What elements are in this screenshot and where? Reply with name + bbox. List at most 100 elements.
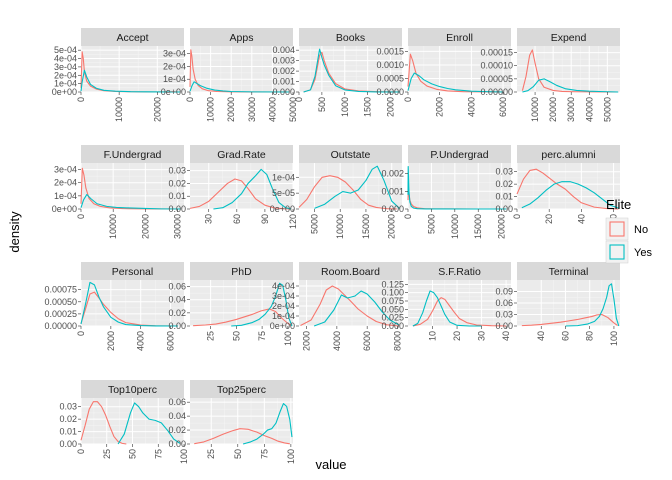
density-line-no <box>521 49 619 93</box>
x-tick-label: 100 <box>179 449 189 464</box>
y-tick-label: 0.004 <box>272 45 295 55</box>
x-tick-label: 0 <box>403 214 413 219</box>
y-tick-label: 0.02 <box>168 178 186 188</box>
y-tick-label: 0.002 <box>272 66 295 76</box>
x-tick-label: 100 <box>283 331 293 346</box>
y-tick-label: 0.01 <box>495 192 513 202</box>
legend-key <box>605 240 629 264</box>
y-tick-label: 0.00 <box>168 439 186 449</box>
facet-title: Books <box>336 32 365 44</box>
density-line-no <box>521 313 618 327</box>
y-tick-label: 2e-04 <box>54 178 77 188</box>
panel-background <box>299 280 402 326</box>
panel-phd: PhD 0.00 0.02 0.04 0.06 25 50 75 100 <box>168 262 293 346</box>
x-tick-label: 10000 <box>530 97 540 122</box>
x-tick-label: 2000 <box>386 97 396 117</box>
x-tick-label: 5000 <box>426 214 436 234</box>
legend-title: Elite <box>606 197 631 212</box>
y-tick-label: 4e-04 <box>54 54 77 64</box>
facet-title: PhD <box>231 266 252 278</box>
x-tick-label: 500 <box>317 97 327 112</box>
y-tick-label: 0.03 <box>495 310 513 320</box>
y-tick-label: 1e-04 <box>54 79 77 89</box>
facet-strip <box>190 262 293 280</box>
y-tick-label: 0.00015 <box>480 48 513 58</box>
legend-label: No <box>634 224 648 236</box>
x-axis-title: value <box>315 457 346 472</box>
y-tick-label: 0.00025 <box>44 309 77 319</box>
x-tick-label: 0 <box>185 97 195 102</box>
facet-strip <box>299 262 402 280</box>
x-tick-label: 30000 <box>566 97 576 122</box>
y-tick-label: 0.0010 <box>376 60 404 70</box>
y-tick-label: 0.001 <box>272 77 295 87</box>
y-tick-label: 0.000 <box>272 87 295 97</box>
panel-expend: Expend 0.00000 0.00005 0.00010 0.00015 10000 2… <box>480 28 620 122</box>
x-tick-label: 0 <box>76 214 86 219</box>
x-tick-label: 2000 <box>302 331 312 351</box>
y-axis-title: density <box>7 211 22 253</box>
x-tick-label: 20000 <box>140 214 150 239</box>
panel-background <box>81 163 184 209</box>
y-tick-label: 0.00 <box>495 204 513 214</box>
facet-strip <box>408 28 511 46</box>
x-tick-label: 100 <box>286 449 296 464</box>
y-tick-label: 0.00010 <box>480 61 513 71</box>
panel-top25perc: Top25perc 0.00 0.02 0.04 0.06 25 50 75 100 <box>168 380 296 464</box>
facet-strip <box>81 145 184 163</box>
y-tick-label: 4e-04 <box>272 281 295 291</box>
y-tick-label: 1e-04 <box>272 172 295 182</box>
facet-strip <box>190 380 293 398</box>
x-tick-label: 50 <box>231 331 241 341</box>
y-tick-label: 0.04 <box>168 411 186 421</box>
x-tick-label: 80 <box>585 331 595 341</box>
y-tick-label: 0.001 <box>381 186 404 196</box>
x-tick-label: 75 <box>257 331 267 341</box>
panel-background <box>299 163 402 209</box>
x-tick-label: 50000 <box>288 97 298 122</box>
density-line-yes <box>521 181 619 209</box>
panel-top10perc: Top10perc 0.00 0.01 0.02 0.03 0 25 50 75 100 <box>59 380 189 464</box>
y-tick-label: 0e+00 <box>52 87 77 97</box>
y-tick-label: 5e-05 <box>272 188 295 198</box>
x-tick-label: 20000 <box>548 97 558 122</box>
facet-strip <box>517 28 620 46</box>
legend-entry-no: No <box>605 217 648 241</box>
density-line-yes <box>407 165 507 210</box>
x-tick-label: 8000 <box>392 331 402 351</box>
x-tick-label: 40 <box>576 214 586 224</box>
density-line-yes <box>80 281 179 327</box>
y-tick-label: 1e-04 <box>272 311 295 321</box>
y-tick-label: 3e-04 <box>54 62 77 72</box>
facet-strip <box>517 262 620 280</box>
y-tick-label: 0.000 <box>381 321 404 331</box>
y-tick-label: 0.0015 <box>376 46 404 56</box>
x-tick-label: 1000 <box>340 97 350 117</box>
y-tick-label: 0.02 <box>168 308 186 318</box>
x-tick-label: 0 <box>294 97 304 102</box>
x-tick-label: 25 <box>102 449 112 459</box>
x-tick-label: 30 <box>477 331 487 341</box>
x-tick-label: 2000 <box>435 97 445 117</box>
y-tick-label: 2e-04 <box>54 70 77 80</box>
x-tick-label: 60 <box>232 214 242 224</box>
y-tick-label: 0.100 <box>381 288 404 298</box>
y-tick-label: 0e+00 <box>270 321 295 331</box>
legend: Elite No Yes <box>605 197 652 264</box>
y-tick-label: 0.00000 <box>480 87 513 97</box>
facet-strip <box>190 28 293 46</box>
y-tick-label: 2e-04 <box>163 61 186 71</box>
x-tick-label: 40 <box>501 331 511 341</box>
x-tick-label: 50 <box>128 449 138 459</box>
panel-p-undergrad: P.Undergrad 0.000 0.001 0.002 0 5000 10000 1500… <box>381 145 511 239</box>
x-tick-label: 120 <box>288 214 298 229</box>
y-tick-label: 0.00 <box>495 321 513 331</box>
y-tick-label: 0.00 <box>168 204 186 214</box>
y-tick-label: 0.03 <box>59 402 77 412</box>
y-tick-label: 3e-04 <box>54 165 77 175</box>
